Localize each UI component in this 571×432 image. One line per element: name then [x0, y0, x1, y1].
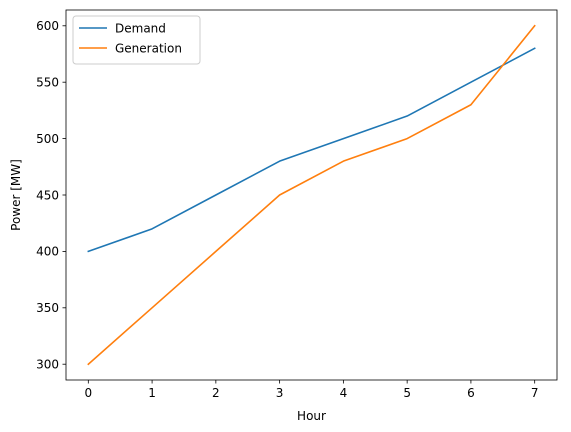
series-layer [87, 24, 536, 366]
series-line-demand [87, 47, 536, 253]
x-axis-label: Hour [297, 409, 326, 423]
y-tick-label: 600 [36, 19, 59, 33]
y-tick-label: 550 [36, 75, 59, 89]
legend: Demand Generation [72, 15, 201, 65]
y-tick-label: 300 [36, 358, 59, 372]
y-tick-label: 400 [36, 245, 59, 259]
x-tick-label: 2 [212, 386, 220, 400]
x-tick-label: 0 [84, 386, 92, 400]
axis-labels: Hour Power [MW] [9, 159, 326, 423]
x-tick-label: 7 [531, 386, 539, 400]
x-tick-label: 5 [403, 386, 411, 400]
y-tick-label: 350 [36, 301, 59, 315]
legend-label-demand: Demand [115, 21, 166, 35]
x-tick-label: 3 [276, 386, 284, 400]
x-tick-label: 1 [148, 386, 156, 400]
x-tick-label: 4 [340, 386, 348, 400]
plot-frame [65, 9, 558, 381]
y-tick-label: 450 [36, 188, 59, 202]
y-axis-label: Power [MW] [9, 159, 23, 231]
y-axis: 300 350 400 450 500 550 600 [36, 19, 66, 372]
y-tick-label: 500 [36, 132, 59, 146]
x-tick-label: 6 [467, 386, 475, 400]
legend-label-generation: Generation [115, 41, 182, 55]
plot-area [65, 9, 558, 381]
series-line-generation [87, 24, 536, 366]
x-axis: 0 1 2 3 4 5 6 7 [84, 380, 539, 400]
